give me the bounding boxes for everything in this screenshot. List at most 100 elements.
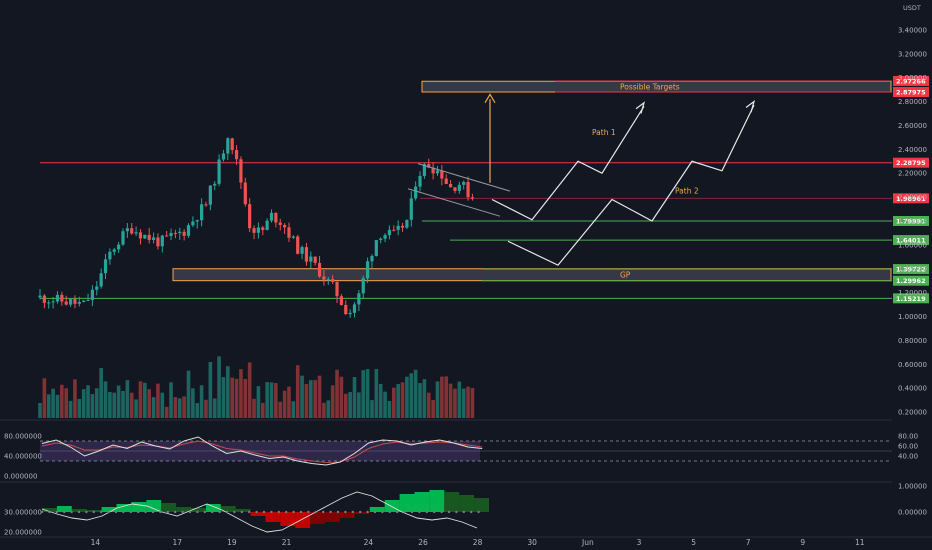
osc-zero-dot (174, 510, 177, 514)
oscillator-pane[interactable]: 30.000000 20.000000 1.00000 0.00000 (4, 483, 927, 537)
osc-zero-dot (85, 510, 88, 514)
candle (64, 301, 68, 305)
osc-zero-dot (218, 510, 221, 514)
candle (217, 159, 221, 184)
volume-bar (361, 370, 366, 418)
candle (156, 237, 160, 247)
osc-zero-dot (314, 510, 317, 514)
osc-zero-dot (373, 510, 377, 514)
volume-bar (230, 377, 234, 418)
time-tick-label: 21 (282, 538, 292, 547)
zones: Possible Targets GP (172, 80, 892, 282)
price-tick-label: 1.00000 (898, 313, 927, 321)
osc-zero-dot (70, 510, 73, 514)
candle (221, 153, 226, 160)
volume-bar (335, 369, 339, 418)
price-tick-label: 3.00000 (898, 74, 927, 82)
volume-bar (378, 383, 383, 418)
candle (130, 228, 134, 234)
candle (230, 138, 234, 151)
volume-bar (186, 370, 191, 418)
osc-zero-dot (48, 510, 51, 514)
candle (431, 167, 435, 174)
rsi-left-tick: 0.000000 (4, 473, 37, 481)
time-tick-label: 17 (173, 538, 183, 547)
time-tick-label: Jun (581, 538, 594, 547)
volume-bar (103, 381, 108, 418)
candle (121, 231, 125, 245)
volume-bar (287, 386, 291, 418)
volume-bar (295, 365, 300, 418)
volume-bar (116, 385, 121, 418)
osc-zero-dot (262, 510, 266, 514)
price-tick-label: 2.00000 (898, 194, 927, 202)
osc-zero-dot (225, 510, 229, 514)
price-tick-label: 0.20000 (898, 409, 927, 417)
candle (243, 182, 247, 205)
path-1-arrow-head (635, 101, 646, 114)
volume-bar (234, 378, 239, 418)
osc-zero-dot (151, 510, 155, 514)
candle (125, 228, 129, 232)
candle (379, 238, 383, 241)
volume-bar (55, 394, 60, 418)
volume-bar (147, 389, 151, 418)
time-axis[interactable]: 14 17 19 21 24 26 28 30 Jun 3 5 7 9 11 (91, 538, 865, 547)
volume-bar (431, 399, 435, 418)
candle (200, 204, 204, 221)
price-tick-label: 0.40000 (898, 385, 927, 393)
osc-zero-dot (307, 510, 310, 514)
price-axis[interactable]: 3.40000 3.20000 3.00000 2.80000 2.60000 2.400… (898, 4, 927, 417)
osc-zero-dot (292, 510, 295, 514)
candle (274, 212, 278, 223)
candle (331, 279, 335, 282)
volume-bar (60, 384, 64, 418)
osc-zero-dot (329, 510, 332, 514)
osc-histogram-bar (56, 506, 72, 512)
volume-bar (212, 398, 217, 418)
time-tick-label: 11 (855, 538, 865, 547)
volume-bar (304, 383, 309, 418)
candle (317, 262, 322, 277)
level-value: 2.97266 (896, 77, 926, 85)
osc-zero-dot (336, 510, 340, 514)
level-tag (893, 215, 929, 226)
level-value: 1.64011 (896, 237, 926, 245)
drawings: Path 1 Path 2 (407, 93, 756, 266)
volume-bar (370, 400, 374, 418)
osc-left-tick: 30.000000 (4, 509, 42, 517)
candle (234, 150, 239, 160)
level-tag (893, 157, 929, 168)
candle (73, 299, 77, 304)
grid (0, 419, 932, 538)
level-tag (893, 87, 929, 98)
level-tag (893, 264, 929, 275)
price-tick-label: 0.80000 (898, 337, 927, 345)
osc-zero-dot (285, 510, 288, 514)
candle (95, 286, 99, 290)
candle (178, 231, 182, 234)
volume-bar (169, 382, 173, 418)
volume-bar (278, 401, 283, 418)
candle (422, 164, 426, 176)
osc-zero-dot (447, 510, 451, 514)
osc-zero-dot (396, 510, 399, 514)
candle (151, 237, 156, 240)
level-lines: 2.97266 2.87975 2.28795 1.98961 1.79991 1.640… (40, 75, 929, 304)
volume-bar (86, 385, 90, 418)
osc-zero-dot (359, 510, 362, 514)
osc-zero-dot (388, 510, 391, 514)
price-tick-label: 1.60000 (898, 241, 927, 249)
volume-bar (217, 356, 221, 418)
price-tick-label: 2.60000 (898, 122, 927, 130)
price-tick-label: 1.40000 (898, 265, 927, 273)
time-tick-label: 26 (418, 538, 428, 547)
candle (361, 278, 365, 294)
candle (239, 159, 243, 183)
volume-bar (77, 398, 82, 418)
osc-histogram-bar (235, 509, 251, 512)
candles[interactable] (38, 137, 475, 318)
rsi-pane[interactable]: 80.000000 40.000000 0.000000 80.00 60.00 40.0… (4, 433, 918, 481)
candle (134, 232, 138, 234)
